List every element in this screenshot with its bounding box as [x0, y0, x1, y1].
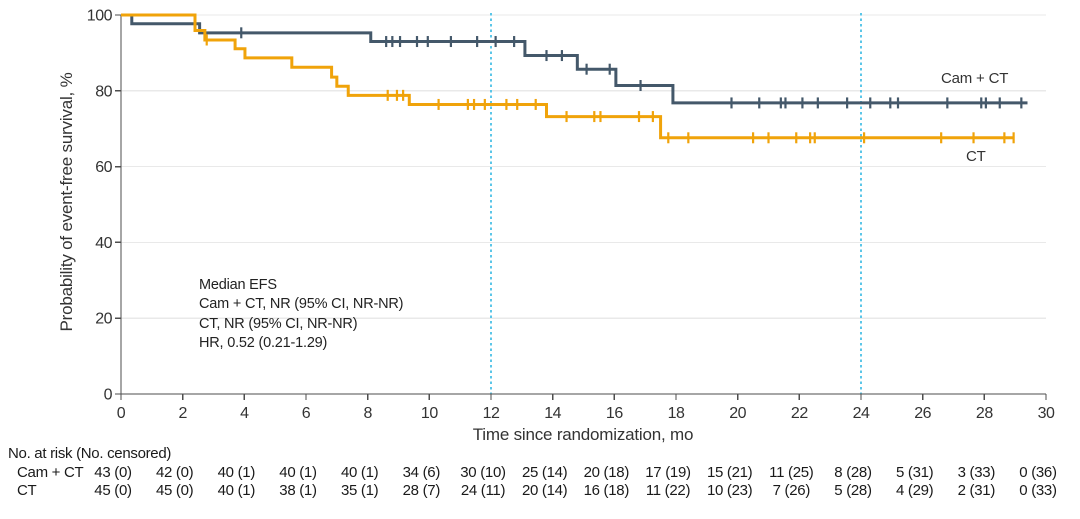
risk-value: 30 (10): [460, 464, 506, 481]
x-tick-label: 10: [421, 405, 438, 422]
risk-value: 5 (28): [834, 482, 872, 499]
curve-label-cam-ct: Cam + CT: [941, 70, 1009, 87]
risk-table-title: No. at risk (No. censored): [8, 445, 172, 462]
y-tick-label: 0: [104, 387, 113, 404]
risk-value: 5 (31): [895, 464, 934, 481]
risk-value: 2 (31): [957, 482, 996, 499]
risk-value: 10 (23): [706, 482, 753, 499]
x-axis-title: Time since randomization, mo: [472, 425, 694, 444]
x-tick-label: 30: [1038, 405, 1055, 422]
risk-value: 17 (19): [645, 464, 691, 481]
x-tick-label: 2: [178, 405, 187, 422]
number-at-risk-table: No. at risk (No. censored) Cam + CT CT 4…: [0, 443, 1080, 519]
x-tick-label: 26: [914, 405, 931, 422]
ct-curve: [121, 13, 1014, 140]
risk-value: 45 (0): [155, 482, 194, 499]
x-tick-label: 18: [668, 405, 685, 422]
risk-row-label-cam-ct: Cam + CT: [17, 464, 84, 481]
curve-label-ct: CT: [966, 148, 986, 165]
risk-value: 43 (0): [94, 464, 132, 481]
x-tick-label: 28: [976, 405, 993, 422]
risk-value: 16 (18): [583, 482, 630, 499]
x-tick-label: 16: [606, 405, 623, 422]
risk-value: 24 (11): [460, 482, 506, 499]
x-tick-label: 4: [240, 405, 249, 422]
x-tick-label: 14: [544, 405, 561, 422]
annotation-line-cam-ct: Cam + CT, NR (95% CI, NR-NR): [199, 296, 404, 313]
risk-value: 28 (7): [402, 482, 441, 499]
risk-value: 4 (29): [895, 482, 934, 499]
risk-value: 38 (1): [279, 482, 317, 499]
risk-value: 45 (0): [94, 482, 132, 499]
risk-value: 40 (1): [217, 482, 256, 499]
risk-value: 0 (36): [1019, 464, 1057, 481]
y-tick-label: 20: [95, 311, 112, 328]
risk-row-label-ct: CT: [17, 482, 37, 499]
annotation-line-median: Median EFS: [199, 277, 277, 293]
annotation-line-ct: CT, NR (95% CI, NR-NR): [199, 315, 358, 332]
risk-value: 25 (14): [521, 464, 568, 481]
x-tick-label: 22: [791, 405, 808, 422]
risk-value: 8 (28): [834, 464, 872, 481]
x-tick-label: 0: [117, 405, 126, 422]
y-tick-label: 40: [95, 235, 112, 252]
x-tick-label: 24: [853, 405, 870, 422]
cam-ct-curve: [121, 13, 1028, 105]
risk-value: 7 (26): [772, 482, 811, 499]
risk-value: 0 (33): [1019, 482, 1057, 499]
risk-value: 34 (6): [402, 464, 441, 481]
annotation-line-hr: HR, 0.52 (0.21-1.29): [199, 334, 328, 351]
x-tick-label: 20: [729, 405, 746, 422]
risk-value: 42 (0): [155, 464, 194, 481]
risk-value: 20 (18): [583, 464, 630, 481]
y-tick-label: 60: [95, 159, 112, 176]
risk-value: 11 (22): [645, 482, 691, 499]
x-tick-label: 6: [302, 405, 311, 422]
risk-value: 40 (1): [340, 464, 379, 481]
x-tick-label: 12: [483, 405, 500, 422]
risk-value: 15 (21): [706, 464, 753, 481]
risk-value: 20 (14): [521, 482, 568, 499]
risk-value: 11 (25): [769, 464, 814, 481]
risk-value: 3 (33): [957, 464, 996, 481]
x-tick-label: 8: [363, 405, 372, 422]
y-axis-title: Probability of event-free survival, %: [57, 72, 76, 332]
risk-value: 40 (1): [279, 464, 317, 481]
y-tick-label: 100: [87, 8, 113, 25]
risk-value: 40 (1): [217, 464, 256, 481]
median-efs-annotation: Median EFS Cam + CT, NR (95% CI, NR-NR) …: [199, 276, 403, 353]
risk-value: 35 (1): [340, 482, 379, 499]
y-tick-label: 80: [95, 83, 112, 100]
